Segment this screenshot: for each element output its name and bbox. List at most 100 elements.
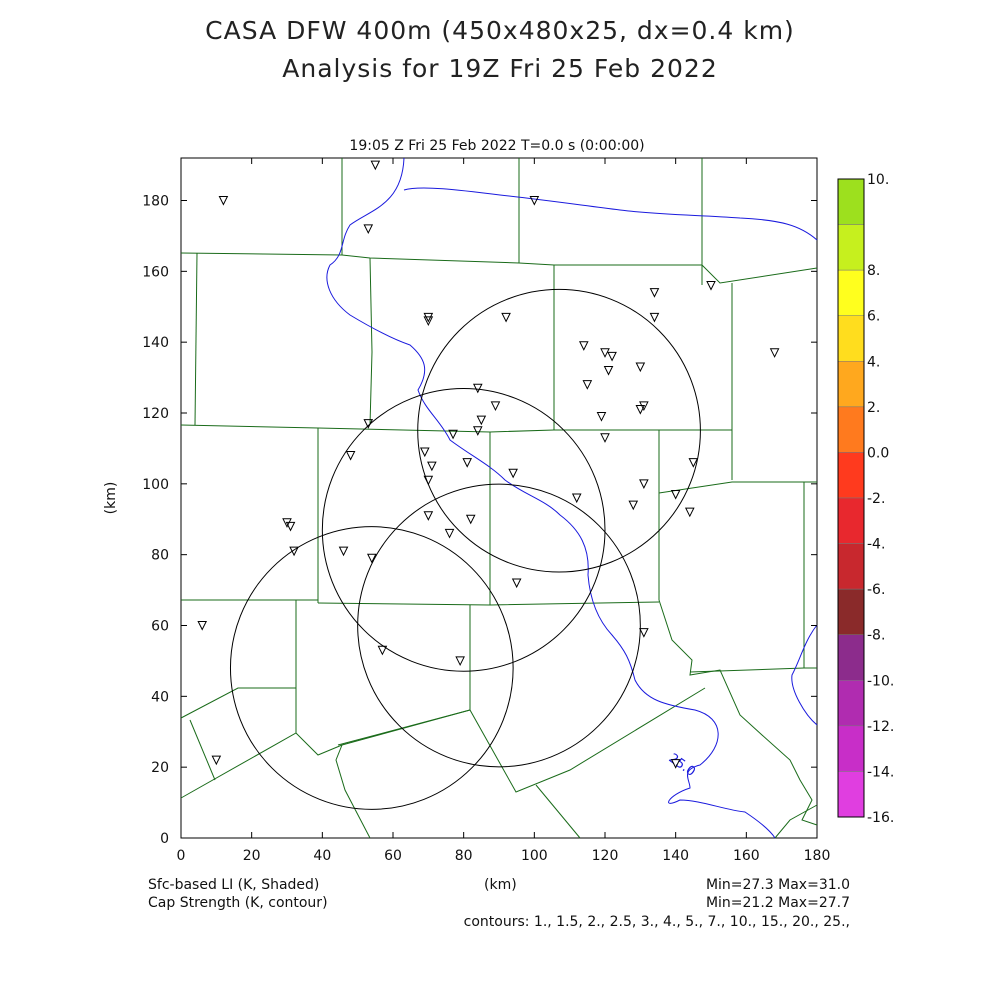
station-marker-icon — [218, 196, 229, 206]
colorbar-label: -8. — [867, 628, 885, 644]
station-marker-icon — [377, 645, 388, 656]
station-marker-icon — [635, 404, 646, 415]
station-marker-icon — [423, 511, 434, 521]
y-tick-label: 40 — [151, 689, 169, 705]
station-marker-icon — [600, 433, 610, 443]
y-tick-label: 120 — [142, 406, 169, 422]
colorbar-label: 8. — [867, 263, 880, 279]
station-marker-icon — [472, 426, 483, 436]
station-marker-icon — [649, 312, 660, 323]
station-marker-icon — [706, 281, 716, 291]
station-marker-icon — [476, 415, 487, 426]
x-tick-label: 120 — [592, 848, 619, 864]
y-tick-label: 0 — [160, 831, 169, 847]
colorbar-label: -14. — [867, 764, 894, 780]
x-tick-label: 40 — [313, 848, 331, 864]
station-marker-icon — [423, 475, 434, 486]
station-marker-icon — [363, 224, 374, 234]
station-marker-icon — [670, 759, 681, 769]
colorbar-label: -12. — [867, 719, 894, 735]
y-tick-label: 100 — [142, 477, 169, 493]
map-subtitle: Analysis for 19Z Fri 25 Feb 2022 — [282, 54, 718, 83]
station-marker-icon — [508, 468, 518, 479]
station-marker-icon — [462, 458, 473, 468]
station-marker-icon — [639, 479, 649, 489]
station-marker-icon — [639, 401, 649, 412]
x-tick-label: 140 — [662, 848, 689, 864]
colorbar-swatch — [837, 497, 865, 544]
station-marker-icon — [338, 546, 349, 557]
station-marker-icon — [419, 447, 430, 458]
colorbar-swatch — [837, 680, 865, 727]
legend-shaded-field: Sfc-based LI (K, Shaded) — [148, 877, 320, 893]
station-marker-icon — [600, 348, 610, 358]
x-axis: 0 20 40 60 80 100 120 140 160 180 — [177, 158, 830, 864]
colorbar-swatch — [837, 361, 865, 408]
y-axis-label: (km) — [103, 482, 119, 515]
station-marker-icon — [769, 348, 780, 358]
station-marker-icon — [639, 628, 649, 638]
contour-min-max: Min=21.2 Max=27.7 — [705, 895, 850, 911]
radar-ring-3 — [357, 483, 641, 768]
station-marker-icon — [472, 383, 483, 394]
station-marker-icon — [211, 755, 222, 766]
x-tick-label: 60 — [384, 848, 402, 864]
colorbar-swatch — [837, 224, 865, 271]
cap-strength-contour — [326, 157, 818, 839]
colorbar-swatch — [837, 634, 865, 681]
colorbar-label: -2. — [867, 491, 885, 507]
station-marker-icon — [635, 362, 646, 373]
station-marker-icon — [596, 412, 607, 422]
station-marker-icon — [688, 458, 699, 468]
colorbar-label: -4. — [867, 537, 885, 553]
station-marker-icon — [511, 578, 522, 589]
colorbar-label: 0.0 — [867, 445, 889, 461]
station-marker-icon — [603, 366, 614, 376]
colorbar-swatch — [837, 315, 865, 362]
station-marker-icon — [501, 312, 511, 323]
colorbar-swatch — [837, 725, 865, 772]
colorbar-swatch — [837, 771, 865, 818]
colorbar-label: 2. — [867, 400, 880, 416]
colorbar-label: 10. — [867, 172, 889, 188]
colorbar-label: -16. — [867, 810, 894, 826]
station-marker-icon — [423, 316, 434, 327]
station-marker-icon — [363, 419, 374, 429]
station-marker-icon — [370, 160, 381, 171]
colorbar-swatch — [837, 588, 865, 635]
radar-coverage-rings — [229, 288, 701, 810]
colorbar-swatch — [837, 406, 865, 453]
x-tick-label: 100 — [521, 848, 548, 864]
station-marker-icon — [455, 656, 465, 667]
colorbar-swatch — [837, 543, 865, 590]
station-markers — [197, 160, 780, 769]
radar-ring-2 — [321, 388, 606, 672]
plot-frame — [180, 157, 818, 839]
y-tick-label: 160 — [142, 264, 169, 280]
y-tick-label: 60 — [151, 619, 169, 635]
colorbar-label: 4. — [867, 354, 880, 370]
station-marker-icon — [197, 621, 208, 631]
colorbar-label: 6. — [867, 309, 880, 325]
shaded-min-max: Min=27.3 Max=31.0 — [705, 877, 850, 893]
station-marker-icon — [529, 196, 540, 206]
station-marker-icon — [289, 546, 299, 557]
station-marker-icon — [649, 288, 660, 298]
y-axis: 0 20 40 60 80 100 120 140 160 180 — [142, 194, 817, 847]
colorbar-label: -6. — [867, 582, 885, 598]
colorbar-frame — [837, 178, 865, 818]
colorbar-label: -10. — [867, 673, 894, 689]
x-tick-label: 160 — [733, 848, 760, 864]
station-marker-icon — [670, 489, 681, 500]
station-marker-icon — [628, 500, 639, 511]
y-tick-label: 20 — [151, 760, 169, 776]
colorbar-swatch — [837, 178, 865, 225]
station-marker-icon — [427, 461, 437, 472]
y-tick-label: 140 — [142, 335, 169, 351]
station-marker-icon — [345, 451, 356, 461]
y-tick-label: 80 — [151, 548, 169, 564]
map-title: CASA DFW 400m (450x480x25, dx=0.4 km) — [205, 16, 795, 45]
x-tick-label: 80 — [455, 848, 473, 864]
x-tick-label: 20 — [243, 848, 261, 864]
